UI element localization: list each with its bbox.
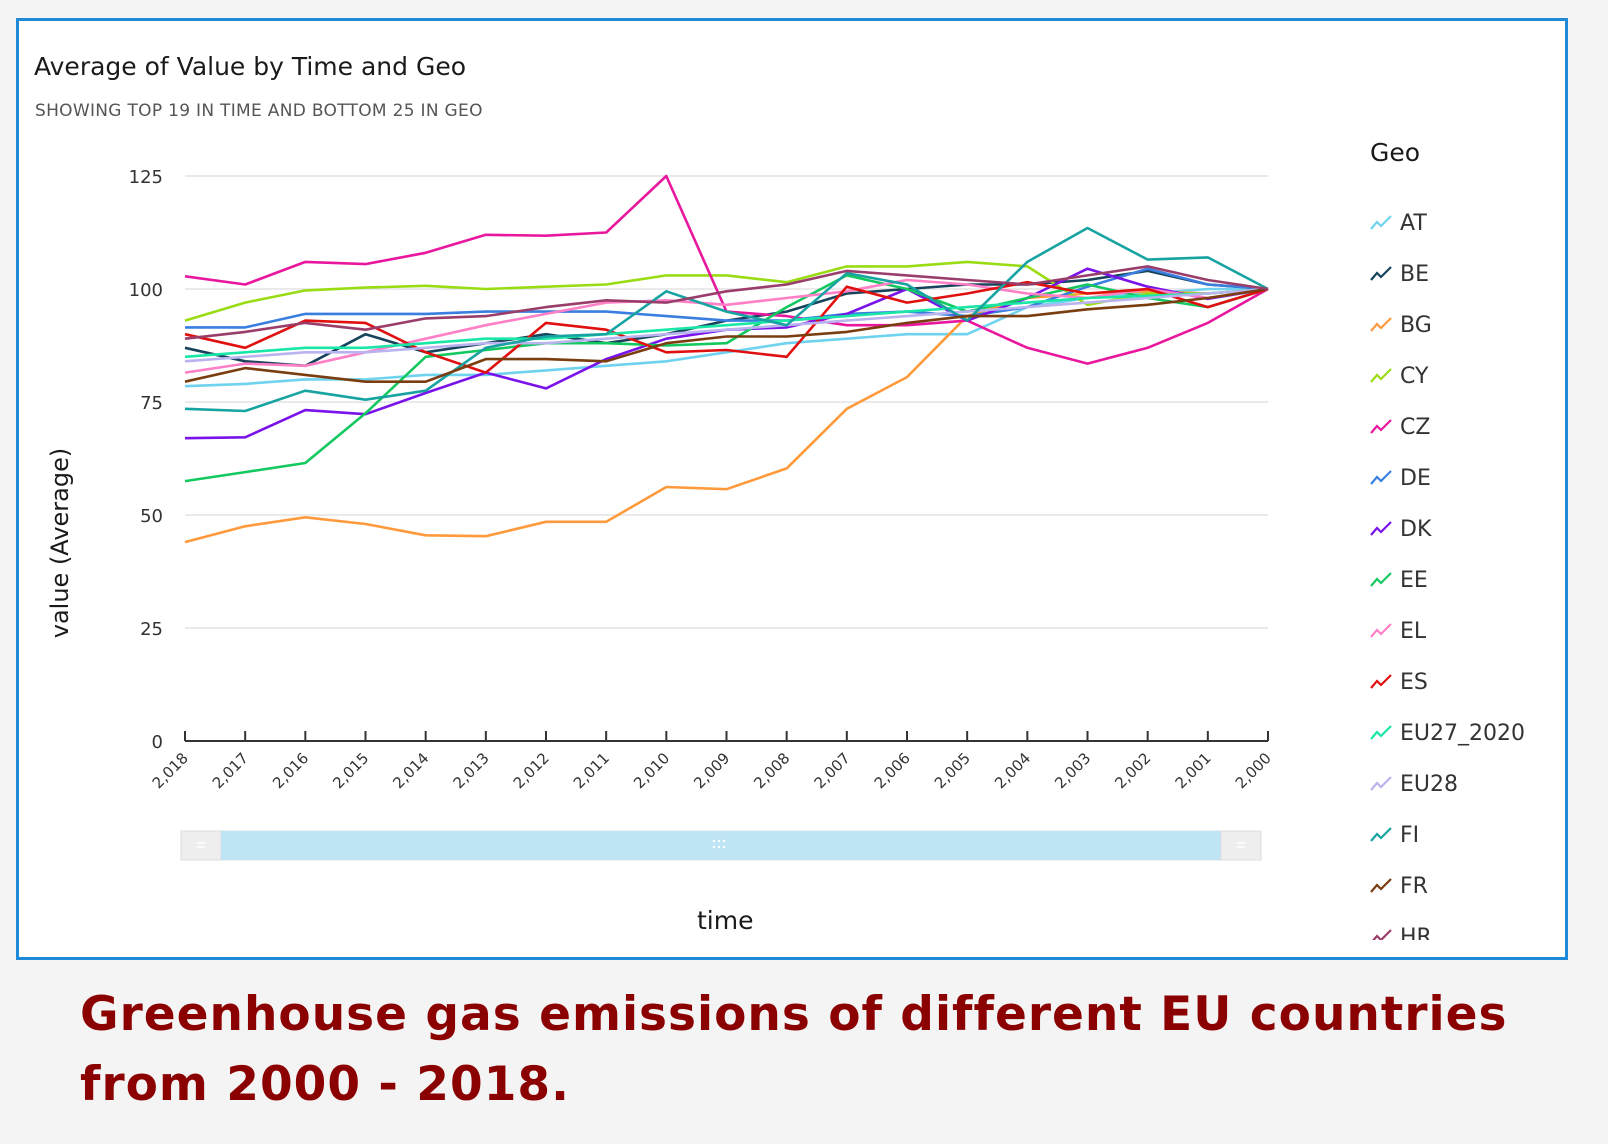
legend-label: EU28 [1400, 772, 1458, 797]
legend-label: BG [1400, 313, 1432, 338]
x-tick-label: 2,005 [931, 749, 974, 792]
y-tick-label: 75 [140, 393, 163, 414]
legend-label: DK [1400, 517, 1432, 542]
legend-item-cy[interactable]: CY [1370, 351, 1560, 402]
line-swatch-icon [1372, 929, 1392, 940]
x-tick-label: 2,011 [570, 749, 613, 792]
legend-item-fr[interactable]: FR [1370, 861, 1560, 912]
legend-label: FI [1400, 823, 1420, 848]
legend-item-eu27_2020[interactable]: EU27_2020 [1370, 708, 1560, 759]
x-tick-label: 2,009 [690, 749, 733, 792]
line-swatch-icon [1370, 572, 1392, 587]
series-line-eu27_2020[interactable] [184, 287, 1269, 359]
y-tick-label: 125 [129, 167, 163, 188]
scrollbar-grip-icon [712, 839, 726, 849]
x-tick-label: 2,002 [1111, 749, 1154, 792]
grid-lines [185, 175, 1268, 629]
series-line-fi[interactable] [184, 226, 1269, 413]
legend-item-bg[interactable]: BG [1370, 300, 1560, 351]
x-axis-title: time [697, 906, 754, 935]
x-tick-label: 2,004 [991, 749, 1034, 792]
line-swatch-icon [1370, 470, 1392, 485]
chart-subtitle: SHOWING TOP 19 IN TIME AND BOTTOM 25 IN … [35, 101, 483, 121]
legend-label: FR [1400, 874, 1428, 899]
legend-label: CY [1400, 364, 1429, 389]
line-swatch-icon [1370, 368, 1392, 383]
scrollbar-right-handle[interactable] [1220, 830, 1262, 861]
figure-caption: Greenhouse gas emissions of different EU… [80, 987, 1508, 1112]
x-tick-label: 2,010 [630, 749, 673, 792]
line-swatch-icon [1370, 419, 1392, 434]
x-tick-label: 2,018 [149, 749, 192, 792]
x-tick-label: 2,013 [450, 749, 493, 792]
legend-item-dk[interactable]: DK [1370, 504, 1560, 555]
x-tick-label: 2,012 [510, 749, 553, 792]
x-tick-label: 2,016 [269, 749, 312, 792]
y-tick-label: 25 [140, 619, 163, 640]
y-tick-label: 0 [152, 732, 163, 753]
legend-item-eu28[interactable]: EU28 [1370, 759, 1560, 810]
chart-card [16, 18, 1568, 960]
series-line-de[interactable] [185, 267, 1269, 329]
y-tick-label: 50 [140, 506, 163, 527]
x-tick-label: 2,001 [1172, 749, 1215, 792]
legend-item-ee[interactable]: EE [1370, 555, 1560, 606]
x-tick-label: 2,014 [389, 749, 432, 792]
line-swatch-icon [1370, 215, 1392, 230]
series-line-es[interactable] [184, 280, 1269, 374]
line-swatch-icon [1370, 776, 1392, 791]
legend-item-es[interactable]: ES [1370, 657, 1560, 708]
legend-label: ES [1400, 670, 1428, 695]
line-swatch-icon [1370, 878, 1392, 893]
legend-item-de[interactable]: DE [1370, 453, 1560, 504]
series-line-eu28[interactable] [184, 287, 1269, 363]
legend-item-at[interactable]: AT [1370, 198, 1560, 249]
x-tick-label: 2,006 [871, 749, 914, 792]
legend-item-el[interactable]: EL [1370, 606, 1560, 657]
axes: 0 25 50 75 100 125 2,018 2,017 2,016 2,015 2,014 2,… [129, 167, 1275, 792]
line-swatch-icon [1370, 317, 1392, 332]
legend-label: EU27_2020 [1400, 721, 1525, 746]
legend-label: EL [1400, 619, 1427, 644]
legend-label: DE [1400, 466, 1431, 491]
legend[interactable]: AT BE BG CY CZ DE DK EE EL ES [1370, 198, 1560, 940]
line-swatch-icon [1370, 521, 1392, 536]
line-swatch-icon [1370, 827, 1392, 842]
y-tick-label: 100 [129, 280, 163, 301]
line-swatch-icon [1370, 725, 1392, 740]
legend-title: Geo [1370, 138, 1421, 167]
handle-grip-icon [197, 842, 1245, 848]
legend-item-be[interactable]: BE [1370, 249, 1560, 300]
series-lines[interactable] [184, 174, 1269, 544]
legend-item-hr[interactable]: HR [1370, 912, 1560, 940]
line-swatch-icon [1370, 623, 1392, 638]
x-tick-label: 2,003 [1051, 749, 1094, 792]
line-swatch-icon [1370, 266, 1392, 281]
series-line-ee[interactable] [184, 274, 1269, 483]
line-swatch-icon [1370, 674, 1392, 689]
series-line-cy[interactable] [184, 260, 1269, 322]
legend-label: HR [1400, 925, 1432, 940]
series-line-hr[interactable] [184, 265, 1269, 340]
x-tick-label: 2,000 [1232, 749, 1275, 792]
legend-item-cz[interactable]: CZ [1370, 402, 1560, 453]
x-tick-label: 2,008 [750, 749, 793, 792]
x-tick-label: 2,007 [811, 749, 854, 792]
scrollbar-thumb[interactable] [221, 831, 1221, 860]
scrollbar-left-handle[interactable] [180, 830, 222, 861]
series-line-fr[interactable] [184, 287, 1269, 384]
legend-label: AT [1400, 211, 1427, 236]
chart-title: Average of Value by Time and Geo [34, 52, 467, 81]
legend-label: BE [1400, 262, 1429, 287]
x-tick-label: 2,015 [329, 749, 372, 792]
legend-label: CZ [1400, 415, 1431, 440]
legend-item-fi[interactable]: FI [1370, 810, 1560, 861]
x-tick-label: 2,017 [209, 749, 252, 792]
range-scrollbar[interactable] [180, 830, 1262, 861]
legend-label: EE [1400, 568, 1428, 593]
